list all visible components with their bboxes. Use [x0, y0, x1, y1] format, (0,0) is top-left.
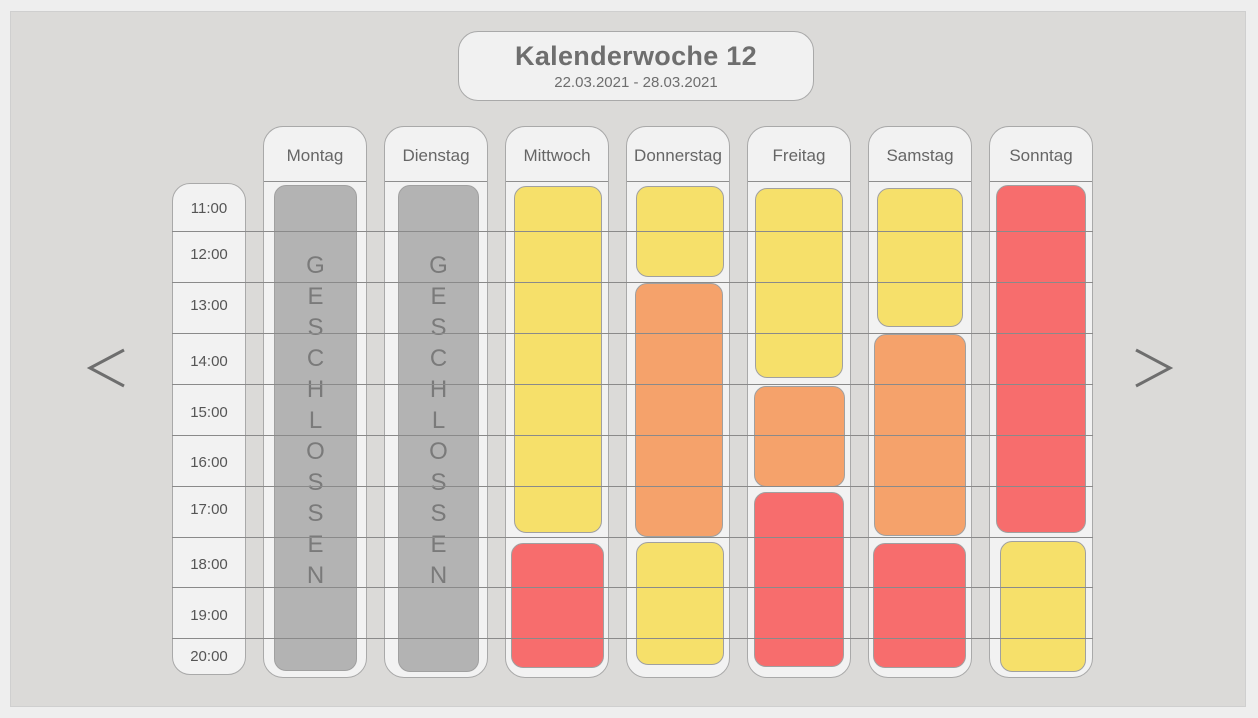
slot-block-high[interactable]: [996, 185, 1086, 533]
week-title: Kalenderwoche 12: [515, 41, 757, 71]
closed-letter: C: [306, 345, 325, 372]
closed-letter: E: [430, 531, 447, 558]
slot-block-high[interactable]: [511, 543, 604, 668]
time-label: 13:00: [190, 297, 228, 314]
closed-letter: E: [430, 283, 447, 310]
closed-letter: H: [306, 376, 325, 403]
time-label: 16:00: [190, 454, 228, 471]
day-header-wednesday: Mittwoch: [506, 127, 608, 182]
chevron-left-icon: [86, 348, 125, 388]
chevron-right-icon: [1135, 348, 1174, 388]
closed-letter: S: [307, 469, 324, 496]
slot-block-high[interactable]: [754, 492, 844, 667]
closed-letter: G: [306, 252, 325, 279]
closed-letter: C: [429, 345, 448, 372]
time-label: 17:00: [190, 501, 228, 518]
closed-letter: S: [307, 500, 324, 527]
slot-block-low[interactable]: [514, 186, 602, 533]
closed-letter: O: [306, 438, 325, 465]
closed-letter: N: [429, 562, 448, 589]
closed-letter: L: [308, 407, 323, 434]
slot-block-medium[interactable]: [635, 283, 723, 537]
day-header-sunday: Sonntag: [990, 127, 1092, 182]
closed-letter: O: [429, 438, 448, 465]
closed-letter: G: [429, 252, 448, 279]
day-header-monday: Montag: [264, 127, 366, 182]
day-header-friday: Freitag: [748, 127, 850, 182]
time-label: 18:00: [190, 556, 228, 573]
week-date-range: 22.03.2021 - 28.03.2021: [554, 74, 718, 91]
time-label: 12:00: [190, 246, 228, 263]
slot-block-low[interactable]: [636, 186, 724, 277]
slot-block-low[interactable]: [636, 542, 724, 665]
closed-letter: S: [430, 314, 447, 341]
closed-letter: H: [429, 376, 448, 403]
closed-letter: N: [306, 562, 325, 589]
time-label: 11:00: [190, 200, 228, 217]
closed-letter: S: [430, 469, 447, 496]
time-column: [172, 183, 246, 675]
slot-block-high[interactable]: [873, 543, 966, 668]
day-header-saturday: Samstag: [869, 127, 971, 182]
day-header-thursday: Donnerstag: [627, 127, 729, 182]
time-label: 20:00: [190, 648, 228, 665]
slot-block-medium[interactable]: [874, 334, 966, 536]
time-label: 19:00: [190, 607, 228, 624]
closed-letter: E: [307, 283, 324, 310]
closed-letter: E: [307, 531, 324, 558]
slot-block-low[interactable]: [1000, 541, 1086, 672]
slot-block-low[interactable]: [877, 188, 963, 327]
week-title-box: Kalenderwoche 12 22.03.2021 - 28.03.2021: [458, 31, 814, 101]
closed-letter: L: [431, 407, 446, 434]
slot-block-low[interactable]: [755, 188, 843, 378]
time-label: 14:00: [190, 353, 228, 370]
slot-block-medium[interactable]: [754, 386, 845, 487]
closed-letter: S: [307, 314, 324, 341]
next-week-button[interactable]: [1130, 336, 1174, 396]
time-label: 15:00: [190, 404, 228, 421]
closed-letter: S: [430, 500, 447, 527]
day-header-tuesday: Dienstag: [385, 127, 487, 182]
previous-week-button[interactable]: [86, 336, 130, 396]
